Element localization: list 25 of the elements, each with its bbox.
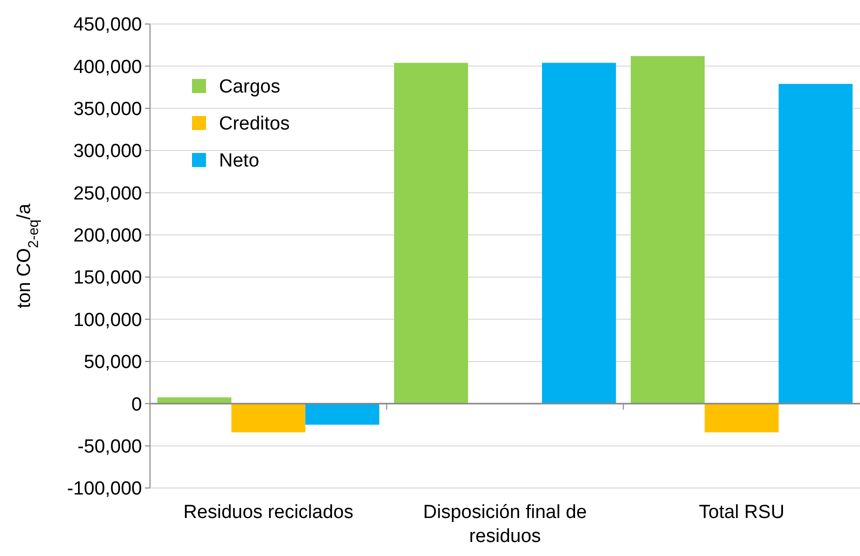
bar: [630, 56, 705, 404]
y-tick-label: -100,000: [66, 478, 142, 500]
y-tick-label: 450,000: [73, 14, 142, 36]
legend-label: Creditos: [219, 114, 290, 135]
legend-label: Neto: [219, 150, 260, 172]
y-tick-label: 200,000: [73, 226, 142, 247]
x-tick-label: Residuos reciclados: [183, 502, 354, 523]
bar: [394, 62, 468, 404]
y-tick-label: 50,000: [84, 352, 142, 374]
y-tick-label: 100,000: [73, 310, 142, 331]
x-tick-label: Total RSU: [698, 502, 784, 523]
y-tick-label: 0: [131, 394, 142, 416]
bar: [231, 404, 306, 432]
y-tick-label: -50,000: [78, 436, 142, 458]
bar: [305, 404, 380, 425]
bar: [704, 404, 779, 432]
y-tick-label: 300,000: [73, 141, 142, 162]
y-tick-label: 250,000: [73, 183, 142, 204]
y-tick-label: 400,000: [73, 56, 142, 78]
bar: [778, 84, 853, 404]
legend-label: Cargos: [219, 76, 280, 98]
y-tick-label: 150,000: [73, 268, 142, 289]
x-tick-label: Disposición final de residuos: [423, 502, 587, 547]
y-tick-label: 350,000: [73, 99, 142, 120]
bar: [542, 62, 616, 404]
